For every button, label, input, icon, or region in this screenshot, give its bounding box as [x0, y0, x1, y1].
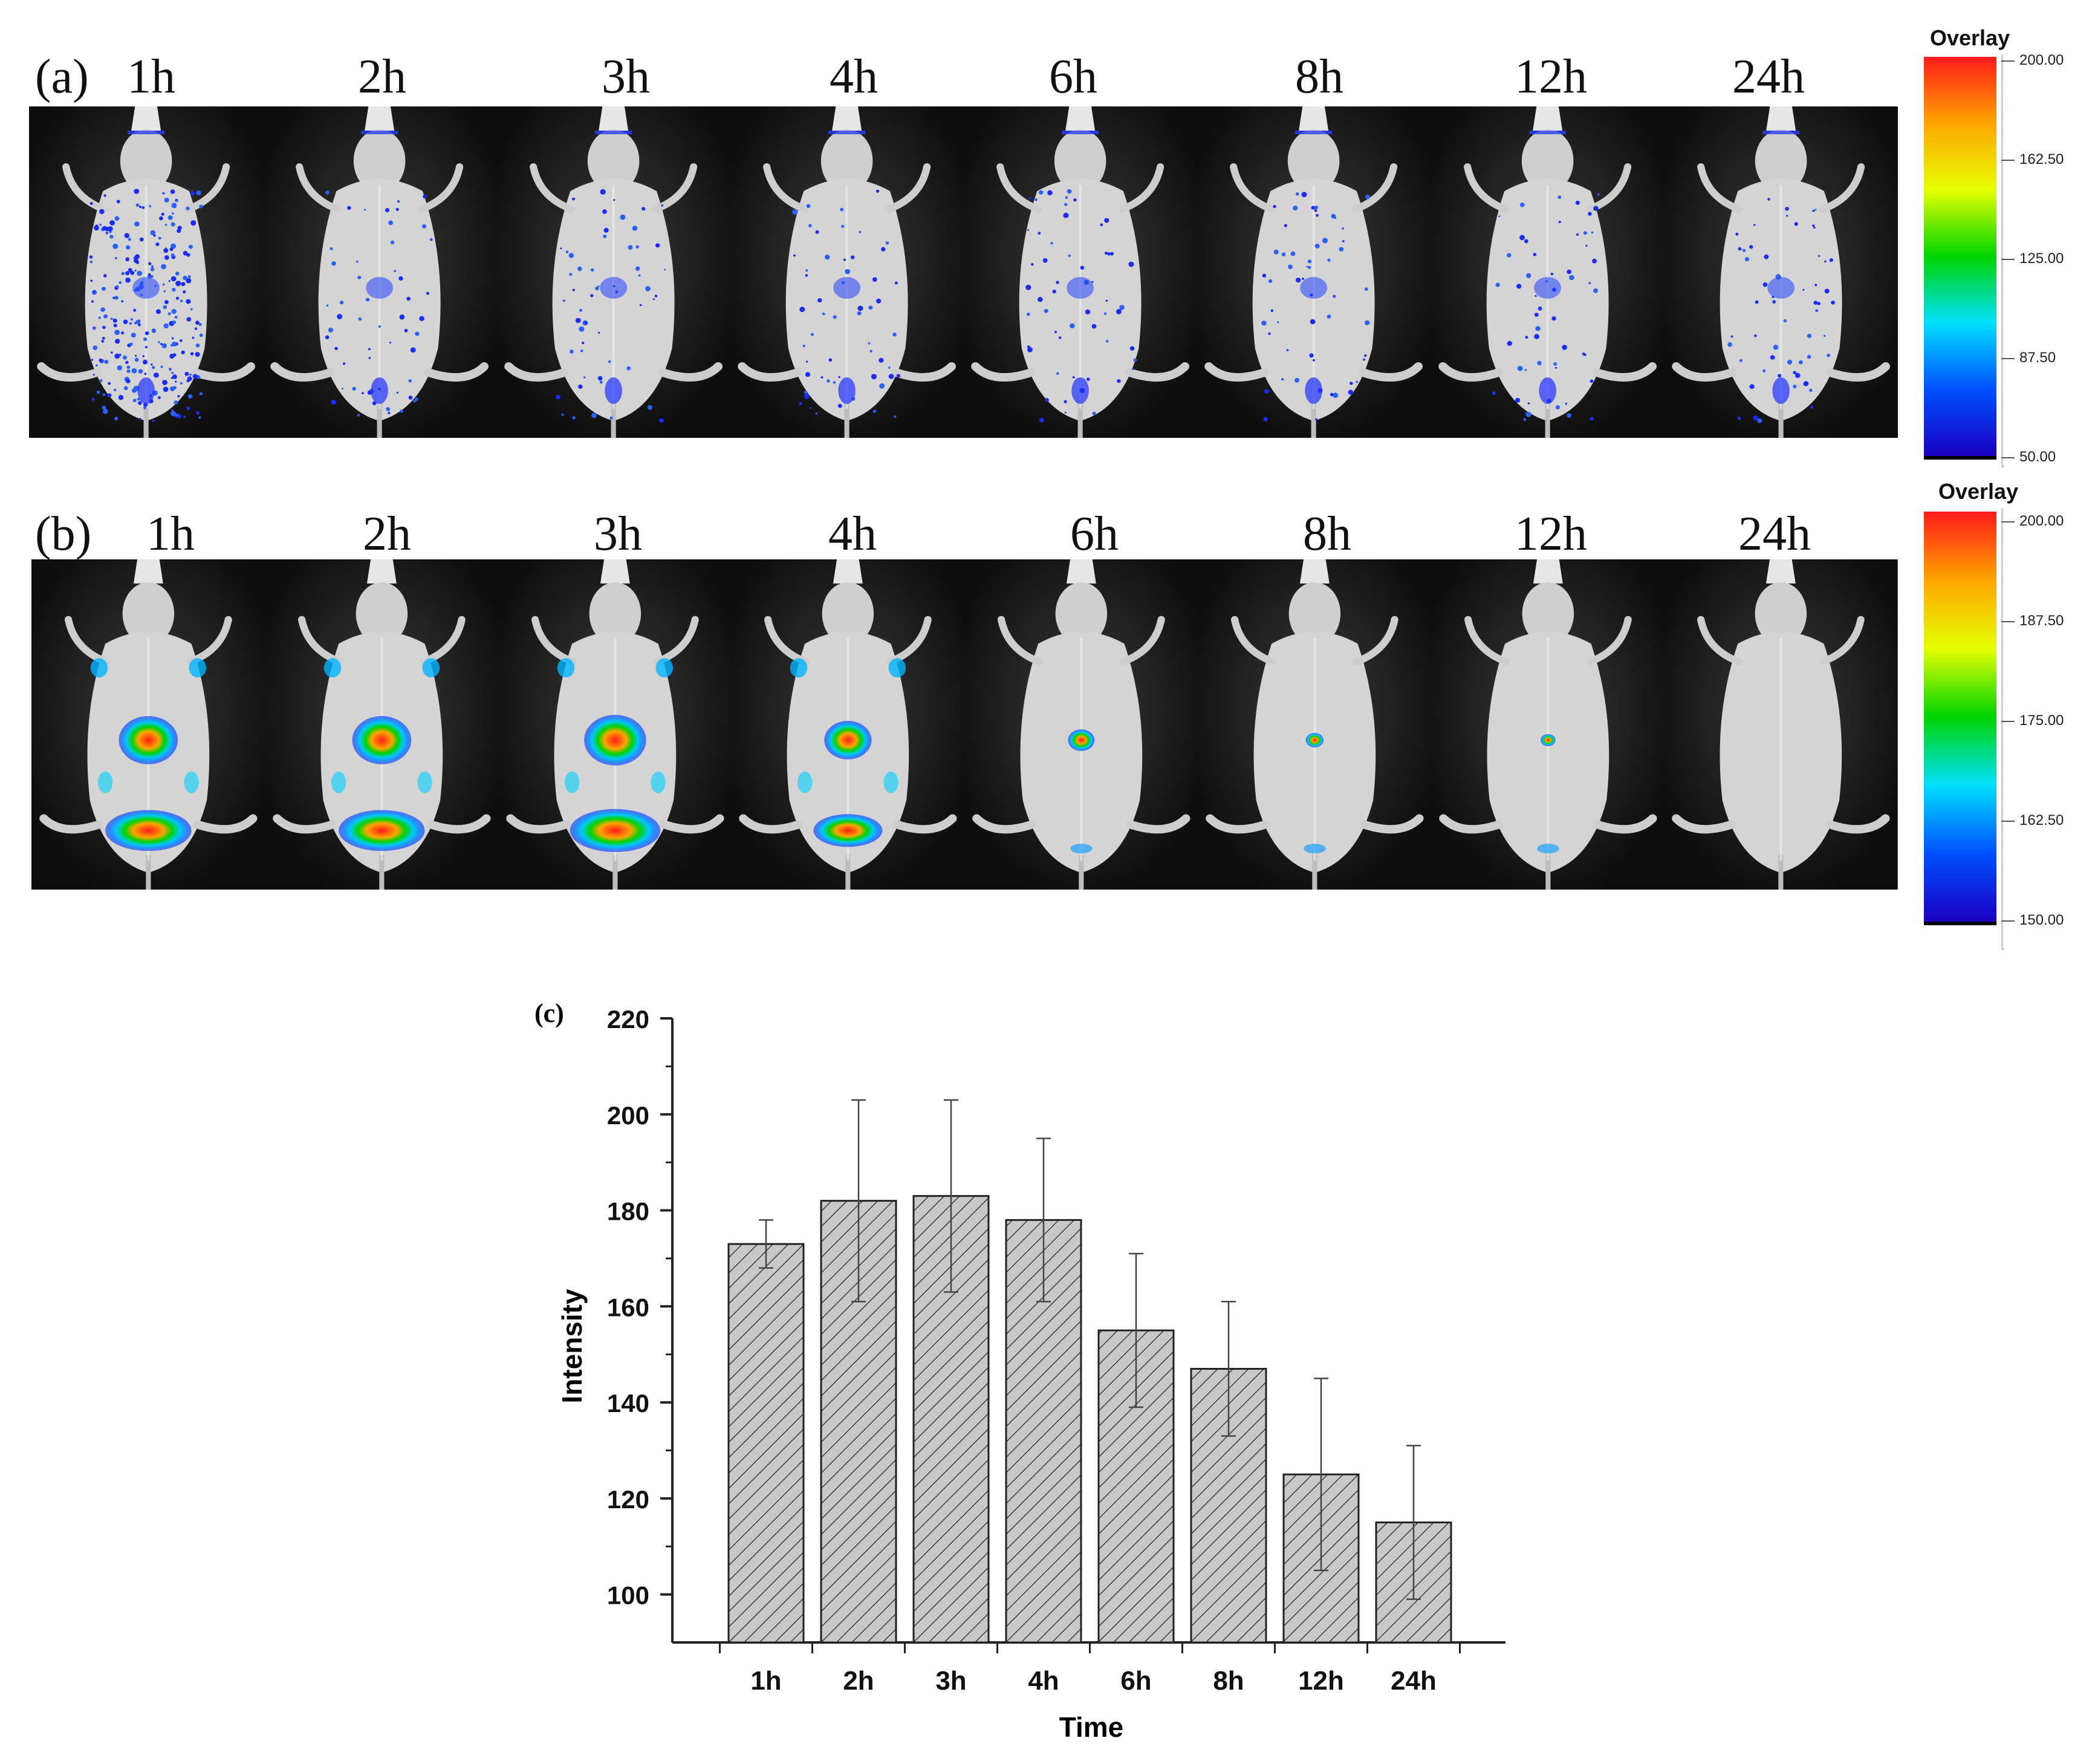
panel-b-time-label-3h: 3h [594, 507, 642, 561]
x-tick-label-6h: 6h [1120, 1666, 1151, 1696]
panel-b-time-label-24h: 24h [1738, 507, 1811, 561]
panel-b-mouse-image [731, 559, 965, 890]
x-tick-label-1h: 1h [750, 1666, 781, 1696]
panel-b-mouse-image [964, 559, 1198, 890]
panel-a-colorbar-frame [2001, 54, 2004, 467]
panel-a-colorbar-tick: 125.00 [2019, 250, 2064, 267]
panel-a-colorbar-title: Overlay [1930, 25, 2010, 50]
panel-a-time-label-3h: 3h [602, 50, 650, 103]
panel-b-colorbar-tick: 162.50 [2019, 812, 2064, 828]
panel-a-colorbar-tick-mark [2001, 60, 2015, 62]
panel-a-colorbar-tick-mark [2001, 358, 2015, 359]
panel-a-colorbar-tick: 50.00 [2019, 449, 2056, 465]
panel-a-colorbar-tick-mark [2001, 457, 2015, 458]
x-tick-label-3h: 3h [935, 1666, 966, 1696]
panel-b-colorbar-tick-mark [2001, 721, 2015, 722]
y-tick-label: 120 [607, 1485, 649, 1514]
panel-a-time-label-24h: 24h [1732, 50, 1805, 103]
panel-b-time-label-1h: 1h [146, 507, 195, 561]
panel-a-time-label-2h: 2h [358, 50, 406, 103]
panel-a-mouse-image [1197, 106, 1431, 438]
panel-a-colorbar-tick-mark [2001, 259, 2015, 260]
panel-b-time-label-8h: 8h [1303, 507, 1351, 561]
panel-b-time-label-2h: 2h [363, 507, 411, 561]
panel-b-mouse-image [1431, 559, 1665, 890]
panel-a-mouse-image [729, 106, 964, 438]
panel-a-label: (a) [35, 50, 89, 103]
panel-b-mouse-image [498, 559, 732, 890]
y-tick-label: 140 [607, 1389, 649, 1417]
panel-a-time-label-12h: 12h [1515, 50, 1587, 103]
panel-b-colorbar-frame [2001, 508, 2004, 950]
panel-a-colorbar-tick: 162.50 [2019, 151, 2064, 168]
panel-a-colorbar [1924, 57, 1996, 460]
panel-a-time-label-6h: 6h [1049, 50, 1097, 103]
y-tick-label: 200 [607, 1101, 649, 1130]
panel-b-colorbar-title: Overlay [1938, 479, 2019, 504]
x-axis-title: Time [1059, 1711, 1124, 1743]
panel-b-colorbar-tick-mark [2001, 920, 2015, 922]
panel-a-time-label-8h: 8h [1295, 50, 1343, 103]
panel-b-colorbar-tick: 175.00 [2019, 712, 2064, 729]
panel-a-image-strip [29, 106, 1898, 438]
chart-panel-label: (c) [534, 998, 564, 1028]
bar-1h [727, 1243, 805, 1644]
x-tick-label-24h: 24h [1391, 1666, 1437, 1696]
panel-b-colorbar-tick: 187.50 [2019, 613, 2064, 629]
y-tick-label: 160 [607, 1293, 649, 1321]
panel-a-mouse-image [29, 106, 264, 438]
x-tick-label-12h: 12h [1298, 1666, 1344, 1696]
panel-a-mouse-image [1663, 106, 1898, 438]
panel-b-mouse-image [1664, 559, 1898, 890]
panel-b-time-label-6h: 6h [1070, 507, 1119, 561]
panel-a-mouse-image [262, 106, 497, 438]
panel-a-time-label-4h: 4h [830, 50, 878, 103]
panel-b-time-label-12h: 12h [1515, 507, 1587, 561]
x-tick-label-8h: 8h [1213, 1666, 1244, 1696]
panel-b-colorbar-tick: 200.00 [2019, 513, 2064, 529]
panel-a-mouse-image [1430, 106, 1665, 438]
y-axis-title: Intensity [556, 1289, 588, 1404]
panel-b-mouse-image [264, 559, 499, 890]
panel-b-colorbar-tick-mark [2001, 521, 2015, 522]
panel-b-mouse-image [31, 559, 265, 890]
panel-b-colorbar-tick: 150.00 [2019, 912, 2064, 928]
panel-b-image-strip [31, 559, 1898, 890]
panel-a-mouse-image [963, 106, 1198, 438]
panel-b-colorbar-tick-mark [2001, 821, 2015, 822]
x-tick-label-2h: 2h [843, 1666, 874, 1696]
panel-b-colorbar-tick-mark [2001, 621, 2015, 622]
panel-a-colorbar-tick-mark [2001, 160, 2015, 161]
y-tick-label: 220 [607, 1005, 649, 1033]
panel-b-colorbar [1924, 512, 1996, 925]
panel-b-mouse-image [1197, 559, 1432, 890]
panel-a-mouse-image [496, 106, 730, 438]
y-tick-label: 100 [607, 1581, 649, 1610]
panel-a-colorbar-tick: 200.00 [2019, 52, 2064, 68]
x-tick-label-4h: 4h [1028, 1666, 1059, 1696]
y-tick-label: 180 [607, 1197, 649, 1226]
panel-a-colorbar-tick: 87.50 [2019, 350, 2056, 366]
panel-b-time-label-4h: 4h [828, 507, 877, 561]
panel-b-label: (b) [35, 507, 92, 561]
panel-a-time-label-1h: 1h [127, 50, 175, 103]
